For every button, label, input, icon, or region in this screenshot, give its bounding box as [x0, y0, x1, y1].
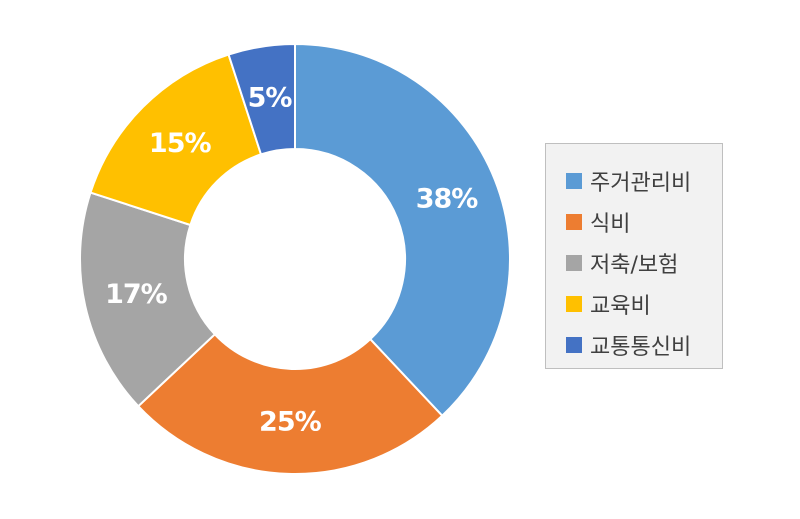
legend-label: 주거관리비	[590, 170, 692, 196]
legend-label: 식비	[590, 211, 631, 237]
legend-item-1: 주거관리비	[566, 160, 722, 201]
legend-label: 저축/보험	[590, 252, 679, 278]
legend-label: 교통통신비	[590, 334, 692, 360]
legend-swatch	[566, 254, 582, 271]
donut-slice-5	[227, 42, 296, 156]
donut-slice-3	[79, 191, 217, 408]
donut-slice-2	[136, 332, 444, 475]
data-label-3: 17%	[105, 279, 168, 310]
legend-swatch	[566, 295, 582, 312]
legend-swatch	[566, 172, 582, 189]
legend-item-2: 식비	[566, 201, 722, 242]
legend-label: 교육비	[590, 293, 651, 319]
donut-slice-4	[89, 53, 263, 227]
legend-item-4: 교육비	[566, 283, 722, 324]
data-label-2: 25%	[259, 406, 322, 437]
legend-item-5: 교통통신비	[566, 324, 722, 365]
legend-swatch	[566, 213, 582, 230]
data-label-5: 5%	[248, 83, 293, 114]
data-label-4: 15%	[149, 128, 212, 159]
data-label-1: 38%	[416, 183, 479, 214]
legend-swatch	[566, 336, 582, 353]
legend-item-3: 저축/보험	[566, 242, 722, 283]
donut-slice-1	[294, 42, 511, 418]
